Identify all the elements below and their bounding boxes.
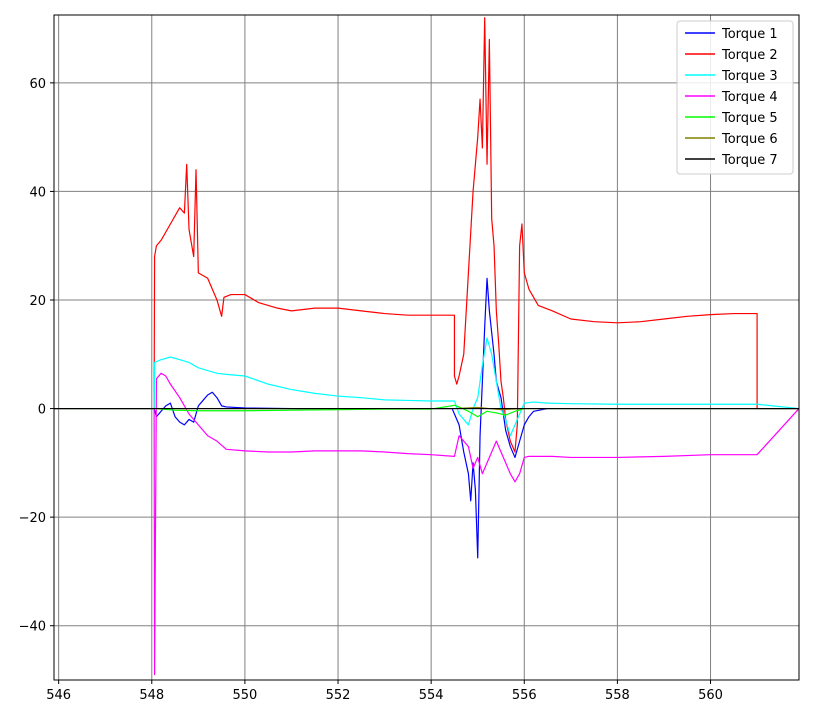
legend-label: Torque 1 (721, 27, 778, 42)
plot-frame (53, 14, 800, 681)
legend-label: Torque 4 (721, 90, 778, 105)
series-lines (54, 17, 800, 676)
y-tick-label: −20 (19, 511, 46, 526)
x-tick-label: 550 (232, 688, 257, 703)
axis-ticks: 546 548 550 552 554 556 558 560 −40 −20 0 20 40 60 (19, 77, 723, 703)
y-tick-label: −40 (19, 620, 46, 635)
x-tick-label: 552 (326, 688, 351, 703)
legend: Torque 1 Torque 2 Torque 3 Torque 4 Torque 5… (676, 20, 794, 175)
plot-background (54, 15, 799, 680)
y-tick-label: 20 (29, 294, 46, 309)
legend-label: Torque 7 (721, 153, 778, 168)
x-tick-label: 556 (512, 688, 537, 703)
series-line-torque-2 (54, 17, 799, 453)
y-tick-label: 40 (29, 185, 46, 200)
legend-label: Torque 6 (721, 132, 778, 147)
x-tick-label: 554 (419, 688, 444, 703)
legend-label: Torque 2 (721, 48, 778, 63)
series-line-torque-1 (54, 277, 799, 559)
x-tick-label: 558 (605, 688, 630, 703)
legend-label: Torque 5 (721, 111, 778, 126)
y-tick-label: 0 (38, 403, 46, 418)
x-tick-label: 560 (698, 688, 723, 703)
y-tick-label: 60 (29, 77, 46, 92)
x-tick-label: 546 (46, 688, 71, 703)
series-line-torque-3 (54, 337, 800, 437)
x-tick-label: 548 (139, 688, 164, 703)
legend-label: Torque 3 (721, 69, 778, 84)
legend-box (676, 20, 794, 175)
